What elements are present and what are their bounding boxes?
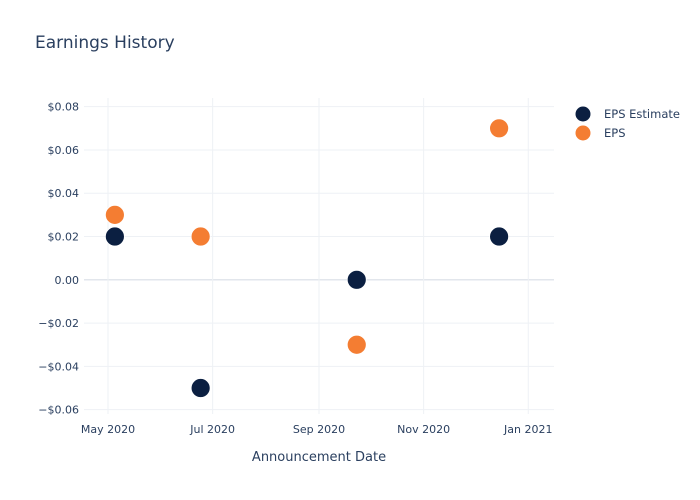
eps-estimate-point [489,226,510,247]
y-tick-label: −$0.04 [38,360,79,373]
y-tick-label: $0.06 [48,144,80,157]
legend-label: EPS [604,126,626,140]
eps-point [346,334,367,355]
y-tick-label: $0.02 [48,231,80,244]
data-points [104,118,510,398]
eps-point [190,226,211,247]
y-tick-label: $0.08 [48,101,80,114]
chart-title: Earnings History [35,33,175,53]
legend-marker [575,106,591,122]
y-tick-label: $0.04 [48,187,80,200]
x-tick-label: Nov 2020 [397,423,450,436]
x-tick-label: May 2020 [81,423,135,436]
axis-ticks: $0.08 $0.06 $0.04 $0.02 0.00 −$0.02 −$0.04 −$0.… [38,101,552,436]
eps-estimate-point [346,269,367,290]
y-tick-label: −$0.06 [38,404,79,417]
y-tick-label: 0.00 [55,274,80,287]
x-tick-label: Jan 2021 [503,423,552,436]
y-tick-label: −$0.02 [38,317,79,330]
eps-point [489,118,510,139]
x-tick-label: Jul 2020 [189,423,235,436]
x-axis-title: Announcement Date [252,450,386,465]
legend-item-eps-estimate[interactable]: EPS Estimate [575,106,680,122]
eps-point [104,204,125,225]
legend-label: EPS Estimate [604,107,680,121]
legend-marker [575,125,591,141]
eps-estimate-point [190,378,211,398]
legend[interactable]: EPS Estimate EPS [575,106,680,141]
legend-item-eps[interactable]: EPS [575,125,626,141]
grid [84,98,554,414]
eps-estimate-point [104,226,125,247]
x-tick-label: Sep 2020 [293,423,345,436]
